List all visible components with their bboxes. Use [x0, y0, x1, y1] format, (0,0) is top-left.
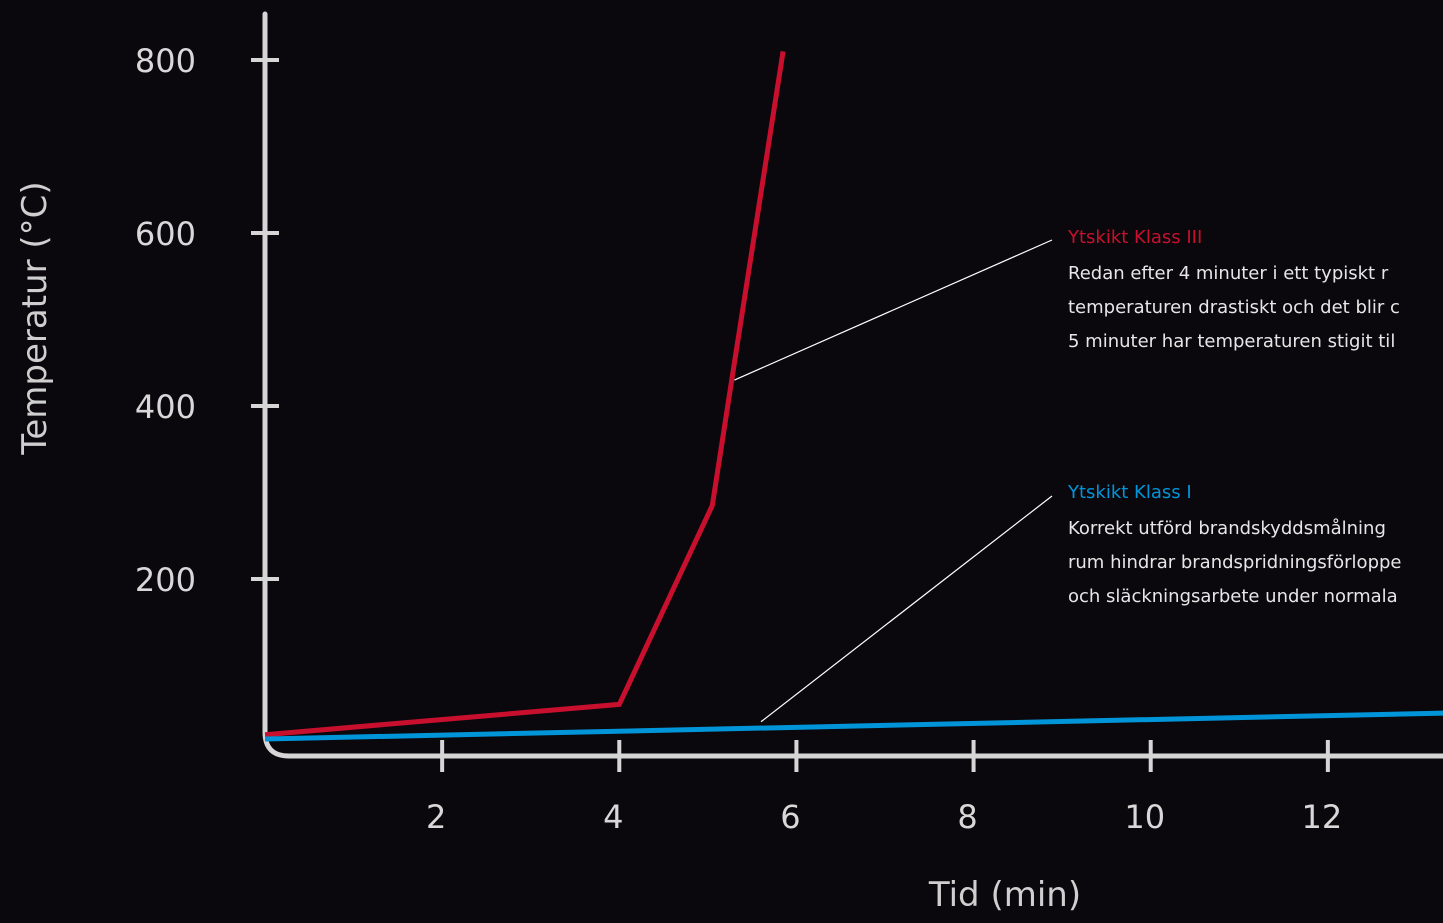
annotation-line-klass-iii: temperaturen drastiskt och det blir c — [1068, 297, 1400, 318]
y-tick-label: 800 — [135, 42, 196, 80]
axis-frame — [262, 11, 1443, 759]
x-tick-label: 4 — [603, 798, 623, 836]
leader-line-klass-i — [760, 495, 1053, 723]
x-tick-label: 6 — [780, 798, 800, 836]
x-tick-label: 12 — [1301, 798, 1342, 836]
x-tick-label: 10 — [1124, 798, 1165, 836]
y-tick-label: 400 — [135, 388, 196, 426]
annotation-line-klass-iii: 5 minuter har temperaturen stigit til — [1068, 331, 1395, 352]
axes: 200 400 600 800 2 4 6 8 10 12 — [135, 11, 1443, 836]
annotation-line-klass-iii: Redan efter 4 minuter i ett typiskt r — [1068, 263, 1389, 284]
y-tick-label: 600 — [135, 215, 196, 253]
series-layer — [264, 51, 1443, 742]
annotation-line-klass-i: Korrekt utförd brandskyddsmålning — [1068, 518, 1386, 539]
annotation-line-klass-i: och släckningsarbete under normala — [1068, 586, 1398, 607]
annotation-layer: Ytskikt Klass III Redan efter 4 minuter i… — [734, 227, 1402, 723]
y-axis-label: Temperatur (°C) — [15, 181, 55, 455]
x-axis-label: Tid (min) — [928, 875, 1081, 915]
y-tick-label: 200 — [135, 561, 196, 599]
annotation-line-klass-i: rum hindrar brandspridningsförloppe — [1068, 552, 1402, 573]
x-tick-label: 8 — [957, 798, 977, 836]
annotation-title-klass-i: Ytskikt Klass I — [1067, 482, 1192, 503]
x-tick-label: 2 — [426, 798, 446, 836]
annotation-title-klass-iii: Ytskikt Klass III — [1067, 227, 1202, 248]
leader-line-klass-iii — [734, 239, 1053, 381]
series-line-klass-iii — [264, 51, 786, 738]
series-line-klass-i — [264, 710, 1443, 742]
